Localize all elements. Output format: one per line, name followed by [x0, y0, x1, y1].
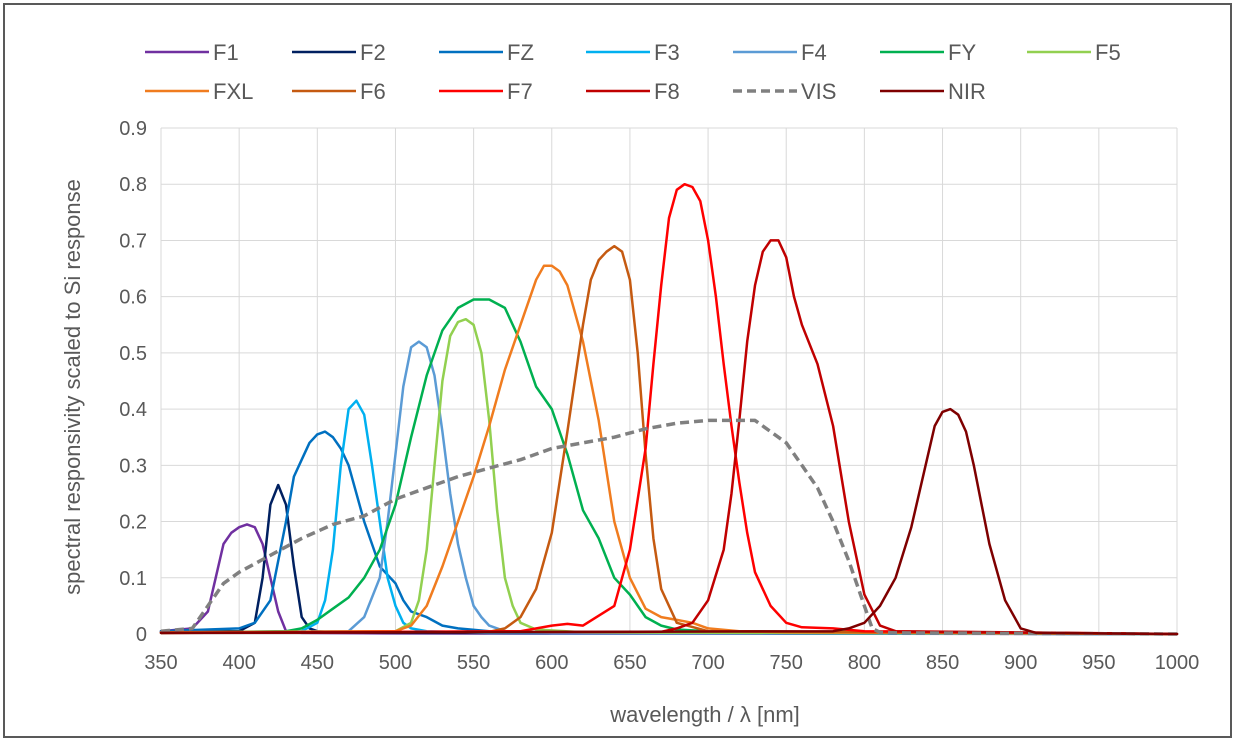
y-tick-label: 0.3 — [119, 455, 147, 477]
series-lines — [159, 182, 1179, 636]
legend-label-f1: F1 — [213, 40, 239, 65]
y-axis-title: spectral responsivity scaled to Si respo… — [60, 179, 85, 595]
legend-label-f7: F7 — [507, 79, 533, 104]
legend-label-f3: F3 — [654, 40, 680, 65]
x-tick-label: 800 — [848, 652, 881, 674]
x-tick-label: 900 — [1004, 652, 1037, 674]
x-tick-label: 550 — [457, 652, 490, 674]
series-line-f2 — [159, 483, 1179, 636]
legend-label-f6: F6 — [360, 79, 386, 104]
legend-label-fxl: FXL — [213, 79, 253, 104]
x-tick-label: 450 — [301, 652, 334, 674]
series-line-f4 — [159, 340, 1179, 636]
y-tick-label: 0.2 — [119, 512, 147, 534]
legend-label-f5: F5 — [1095, 40, 1121, 65]
legend-label-vis: VIS — [801, 79, 836, 104]
y-tick-label: 0.4 — [119, 399, 147, 421]
x-tick-label: 350 — [144, 652, 177, 674]
legend-label-fy: FY — [948, 40, 976, 65]
x-tick-label: 600 — [535, 652, 568, 674]
legend-label-f4: F4 — [801, 40, 827, 65]
legend-label-f2: F2 — [360, 40, 386, 65]
y-tick-label: 0.9 — [119, 118, 147, 140]
x-tick-label: 500 — [379, 652, 412, 674]
y-tick-label: 0.1 — [119, 568, 147, 590]
tick-labels: 0 0.1 0.2 0.3 0.4 0.5 0.6 0.7 0.8 0.9 350 400 450 500… — [119, 118, 1199, 674]
legend: F1 F2 FZ F3 F4 FY F5 FXL F6 F7 F8 VIS NIR — [145, 40, 1121, 104]
series-line-f7 — [159, 182, 1179, 636]
x-tick-label: 750 — [770, 652, 803, 674]
x-tick-label: 700 — [691, 652, 724, 674]
legend-label-nir: NIR — [948, 79, 986, 104]
x-tick-label: 850 — [926, 652, 959, 674]
x-tick-label: 650 — [613, 652, 646, 674]
series-line-vis — [160, 418, 1178, 636]
y-tick-label: 0 — [136, 624, 147, 646]
x-tick-label: 400 — [222, 652, 255, 674]
series-line-f8 — [159, 239, 1179, 636]
series-line-f6 — [159, 244, 1179, 636]
grid — [160, 127, 1178, 635]
y-tick-label: 0.6 — [119, 287, 147, 309]
series-line-nir — [159, 407, 1179, 636]
x-tick-label: 950 — [1082, 652, 1115, 674]
chart-frame — [3, 3, 1232, 738]
y-tick-label: 0.8 — [119, 174, 147, 196]
series-line-fz — [159, 430, 1179, 636]
legend-label-fz: FZ — [507, 40, 534, 65]
y-tick-label: 0.5 — [119, 343, 147, 365]
series-line-f3 — [159, 399, 1179, 636]
legend-label-f8: F8 — [654, 79, 680, 104]
series-line-fy — [159, 298, 1179, 636]
series-line-fxl — [159, 264, 1179, 636]
series-line-f5 — [159, 317, 1179, 636]
x-tick-label: 1000 — [1155, 652, 1200, 674]
y-tick-label: 0.7 — [119, 230, 147, 252]
x-axis-title: wavelength / λ [nm] — [609, 702, 800, 727]
